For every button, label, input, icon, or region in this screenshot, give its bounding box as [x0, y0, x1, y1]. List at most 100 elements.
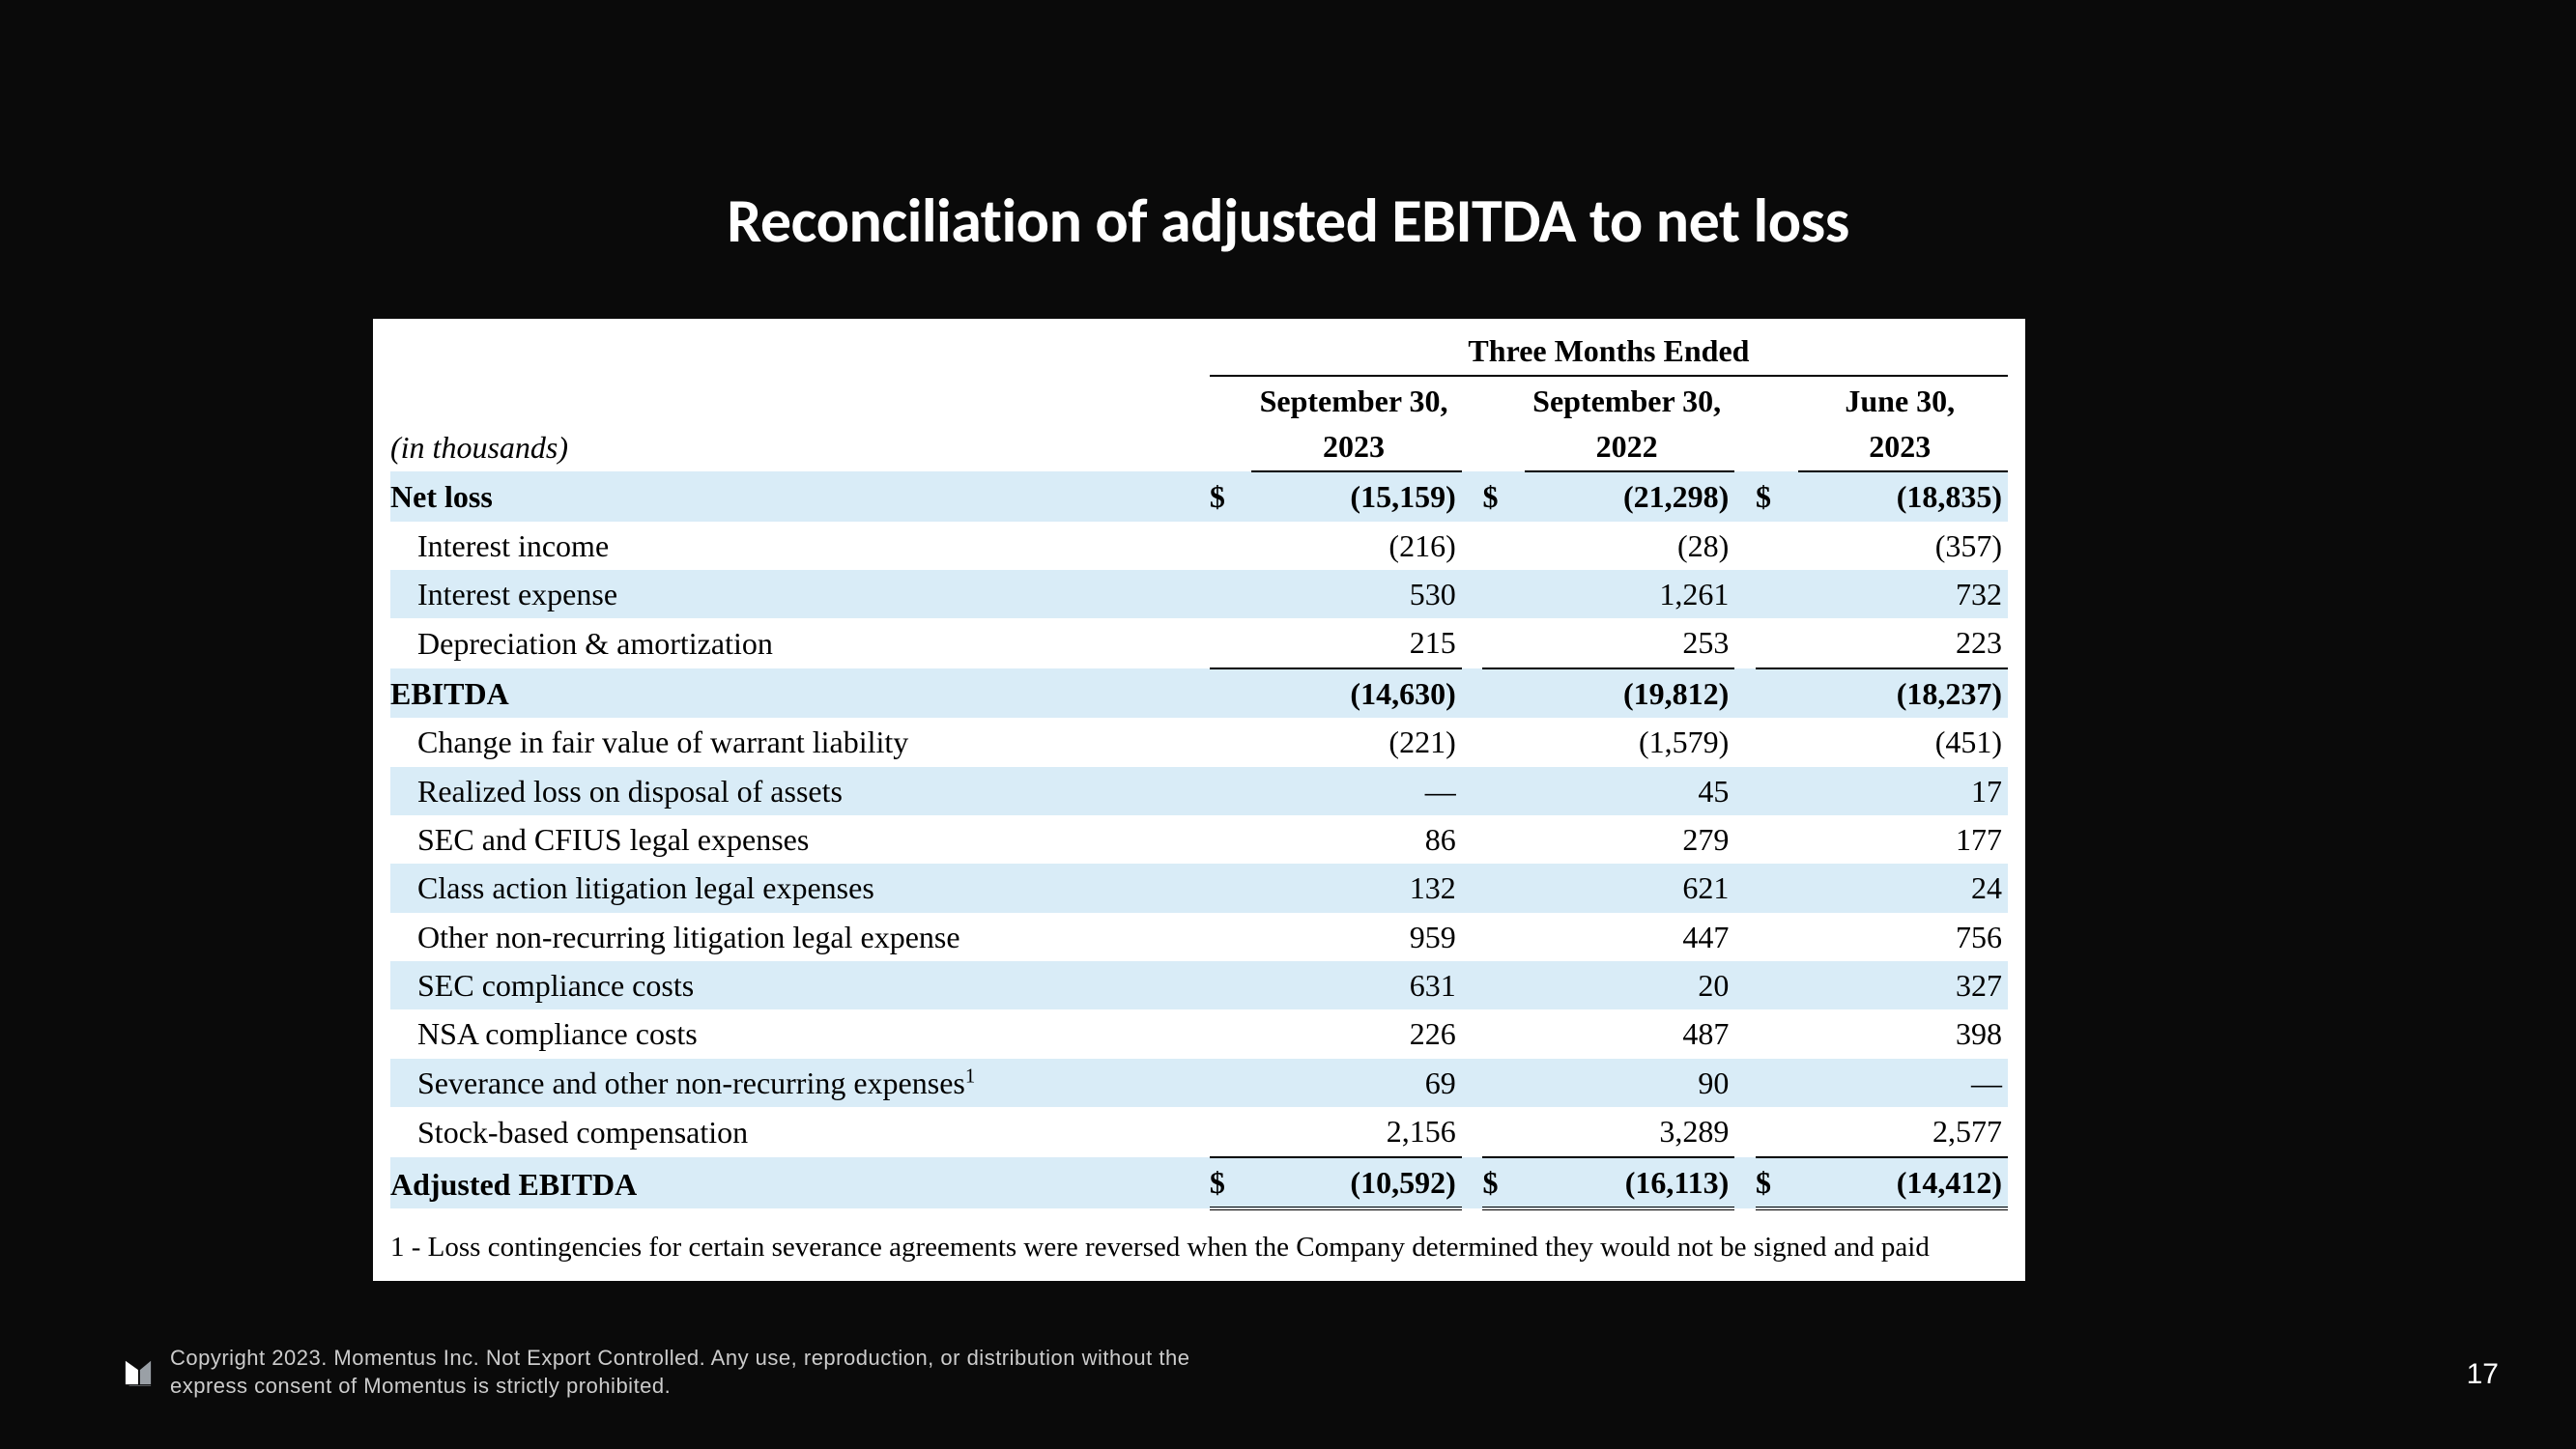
- currency-symbol: [1482, 718, 1524, 766]
- currency-symbol: [1210, 522, 1251, 570]
- column-header: September 30,2023: [1251, 376, 1461, 471]
- currency-symbol: [1756, 1107, 1797, 1156]
- cell-value: 253: [1525, 618, 1734, 668]
- currency-symbol: [1756, 961, 1797, 1009]
- row-label: NSA compliance costs: [390, 1009, 1210, 1058]
- table-row: Class action litigation legal expenses13…: [390, 864, 2008, 912]
- table-row: Interest income(216)(28)(357): [390, 522, 2008, 570]
- currency-symbol: [1482, 1059, 1524, 1107]
- cell-value: 86: [1251, 815, 1461, 864]
- currency-symbol: [1482, 668, 1524, 718]
- cell-value: (28): [1525, 522, 1734, 570]
- table-row: SEC compliance costs63120327: [390, 961, 2008, 1009]
- slide-title: Reconciliation of adjusted EBITDA to net…: [0, 184, 2576, 259]
- cell-value: (15,159): [1251, 471, 1461, 521]
- currency-symbol: [1210, 668, 1251, 718]
- table-row: Depreciation & amortization 215 253 223: [390, 618, 2008, 668]
- currency-symbol: [1756, 570, 1797, 618]
- cell-value: (216): [1251, 522, 1461, 570]
- table-row: Severance and other non-recurring expens…: [390, 1059, 2008, 1107]
- currency-symbol: [1210, 1059, 1251, 1107]
- cell-value: (14,412): [1798, 1157, 2009, 1208]
- column-headers-row: (in thousands)September 30,2023September…: [390, 376, 2008, 471]
- column-header: June 30,2023: [1798, 376, 2009, 471]
- currency-symbol: [1482, 864, 1524, 912]
- footer: Copyright 2023. Momentus Inc. Not Export…: [124, 1344, 1233, 1401]
- currency-symbol: [1756, 767, 1797, 815]
- currency-symbol: $: [1210, 1157, 1251, 1208]
- cell-value: 631: [1251, 961, 1461, 1009]
- row-label: Adjusted EBITDA: [390, 1157, 1210, 1208]
- currency-symbol: [1482, 1107, 1524, 1156]
- cell-value: 959: [1251, 913, 1461, 961]
- cell-value: 69: [1251, 1059, 1461, 1107]
- row-label: SEC and CFIUS legal expenses: [390, 815, 1210, 864]
- reconciliation-card: Three Months Ended(in thousands)Septembe…: [373, 319, 2025, 1281]
- table-row: NSA compliance costs 226 487 398: [390, 1009, 2008, 1058]
- row-label: EBITDA: [390, 668, 1210, 718]
- currency-symbol: [1482, 1009, 1524, 1058]
- currency-symbol: $: [1756, 471, 1797, 521]
- period-super-header: Three Months Ended: [390, 327, 2008, 376]
- cell-value: 2,156: [1251, 1107, 1461, 1156]
- cell-value: 3,289: [1525, 1107, 1734, 1156]
- cell-value: 327: [1798, 961, 2009, 1009]
- ebitda-reconciliation-table: Three Months Ended(in thousands)Septembe…: [390, 327, 2008, 1210]
- period-header-label: Three Months Ended: [1210, 327, 2008, 376]
- cell-value: 90: [1525, 1059, 1734, 1107]
- cell-value: (357): [1798, 522, 2009, 570]
- cell-value: 279: [1525, 815, 1734, 864]
- table-row: Realized loss on disposal of assets — 45 17: [390, 767, 2008, 815]
- table-row: Change in fair value of warrant liabilit…: [390, 718, 2008, 766]
- currency-symbol: [1756, 815, 1797, 864]
- currency-symbol: $: [1756, 1157, 1797, 1208]
- cell-value: 223: [1798, 618, 2009, 668]
- cell-value: (451): [1798, 718, 2009, 766]
- currency-symbol: [1210, 618, 1251, 668]
- cell-value: (221): [1251, 718, 1461, 766]
- table-row: Net loss$(15,159)$(21,298)$(18,835): [390, 471, 2008, 521]
- row-label: Depreciation & amortization: [390, 618, 1210, 668]
- cell-value: —: [1251, 767, 1461, 815]
- cell-value: 24: [1798, 864, 2009, 912]
- currency-symbol: [1210, 864, 1251, 912]
- row-label: Other non-recurring litigation legal exp…: [390, 913, 1210, 961]
- currency-symbol: [1756, 718, 1797, 766]
- currency-symbol: [1482, 913, 1524, 961]
- cell-value: 732: [1798, 570, 2009, 618]
- currency-symbol: [1756, 1059, 1797, 1107]
- cell-value: 621: [1525, 864, 1734, 912]
- currency-symbol: [1756, 522, 1797, 570]
- cell-value: 1,261: [1525, 570, 1734, 618]
- cell-value: 487: [1525, 1009, 1734, 1058]
- currency-symbol: [1210, 570, 1251, 618]
- cell-value: 177: [1798, 815, 2009, 864]
- cell-value: (18,835): [1798, 471, 2009, 521]
- page-number: 17: [2467, 1358, 2499, 1391]
- currency-symbol: [1482, 522, 1524, 570]
- cell-value: 215: [1251, 618, 1461, 668]
- table-row: Stock-based compensation2,1563,2892,577: [390, 1107, 2008, 1156]
- cell-value: 17: [1798, 767, 2009, 815]
- row-label: Net loss: [390, 471, 1210, 521]
- cell-value: (19,812): [1525, 668, 1734, 718]
- currency-symbol: [1482, 961, 1524, 1009]
- currency-symbol: [1756, 864, 1797, 912]
- currency-symbol: [1756, 913, 1797, 961]
- cell-value: 2,577: [1798, 1107, 2009, 1156]
- currency-symbol: $: [1210, 471, 1251, 521]
- currency-symbol: $: [1482, 1157, 1524, 1208]
- row-label: Realized loss on disposal of assets: [390, 767, 1210, 815]
- currency-symbol: [1482, 570, 1524, 618]
- table-row: Other non-recurring litigation legal exp…: [390, 913, 2008, 961]
- cell-value: 398: [1798, 1009, 2009, 1058]
- table-row: EBITDA(14,630)(19,812)(18,237): [390, 668, 2008, 718]
- cell-value: (16,113): [1525, 1157, 1734, 1208]
- cell-value: 45: [1525, 767, 1734, 815]
- cell-value: (21,298): [1525, 471, 1734, 521]
- cell-value: (1,579): [1525, 718, 1734, 766]
- cell-value: 226: [1251, 1009, 1461, 1058]
- cell-value: 20: [1525, 961, 1734, 1009]
- table-row: SEC and CFIUS legal expenses 86 279 177: [390, 815, 2008, 864]
- momentus-logo-icon: [124, 1357, 153, 1386]
